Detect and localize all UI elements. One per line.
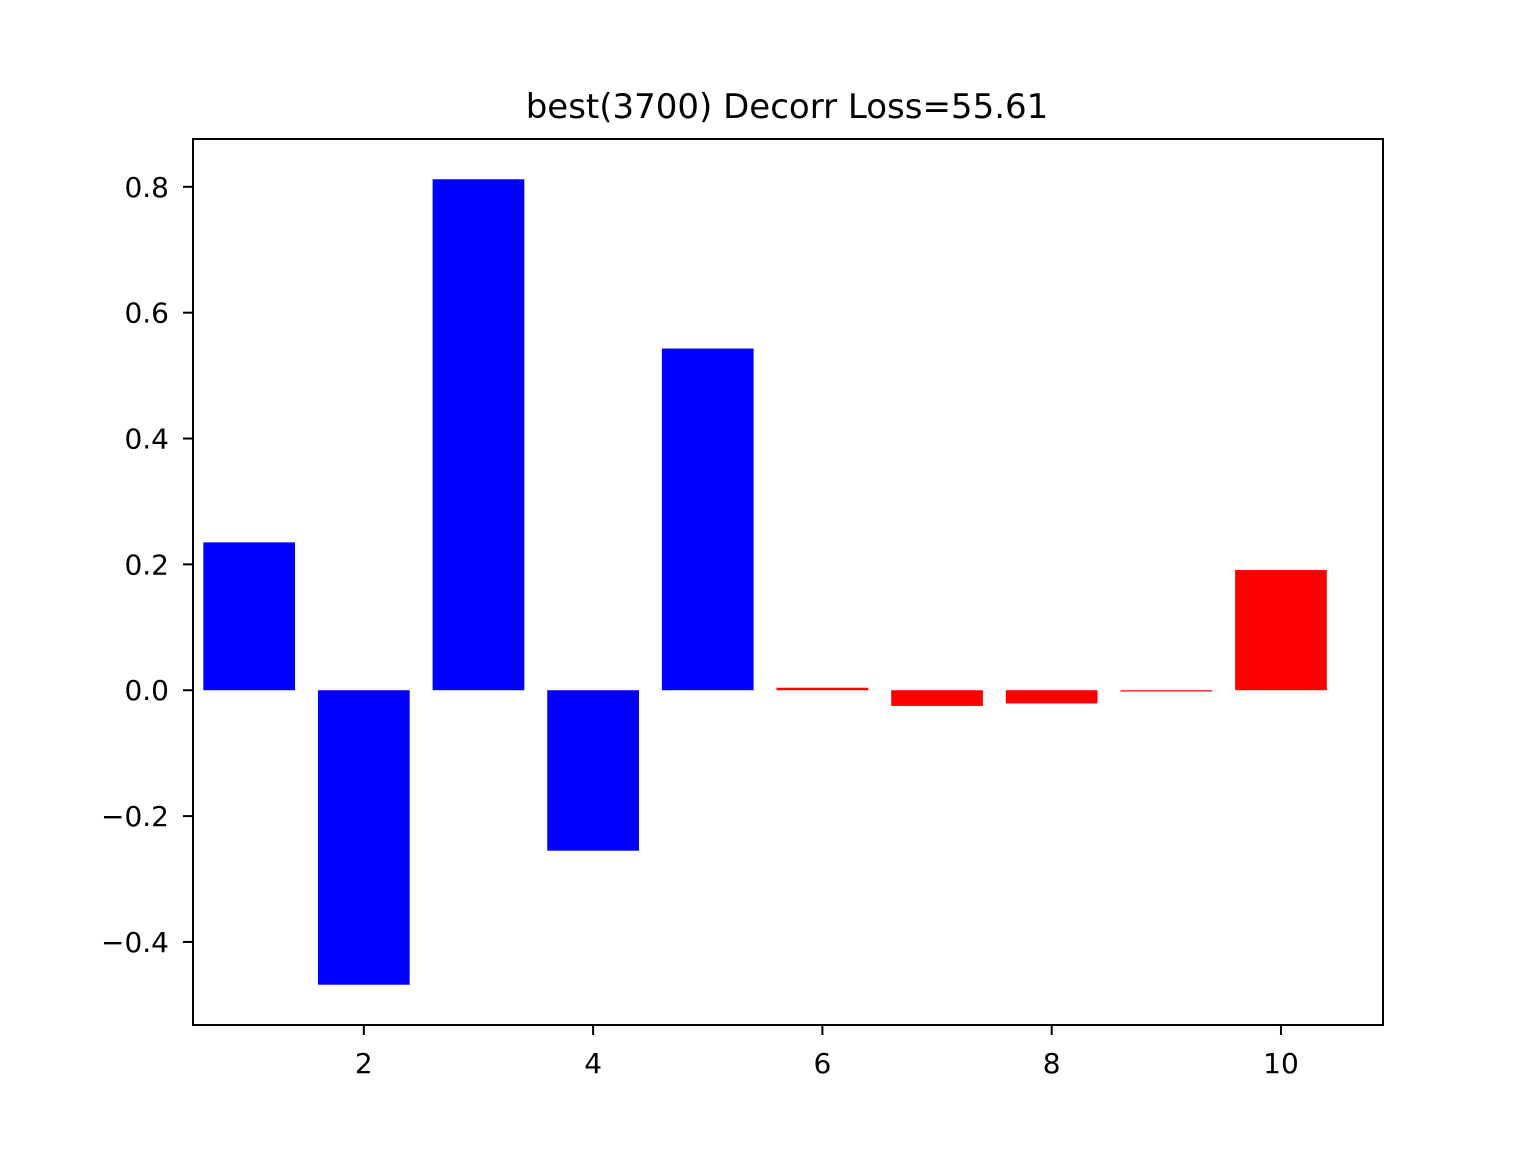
bars-layer [203, 179, 1327, 985]
bar-1 [203, 542, 296, 691]
x-tick-label: 10 [1263, 1047, 1299, 1080]
bar-3 [432, 179, 525, 691]
y-tick-label: 0.6 [124, 297, 169, 330]
bar-4 [547, 690, 639, 851]
y-tick-label: 0.4 [124, 423, 169, 456]
x-tick-label: 4 [584, 1047, 602, 1080]
x-tick-label: 8 [1043, 1047, 1061, 1080]
bar-5 [661, 348, 754, 691]
y-tick-label: 0.8 [124, 171, 169, 204]
y-tick-label: −0.4 [101, 926, 169, 959]
x-tick-label: 2 [355, 1047, 373, 1080]
ticks-layer: 2 4 6 8 10 −0.4 −0.2 0.0 0.2 0.4 0.6 0.8 [101, 171, 1299, 1080]
y-tick-label: 0.2 [124, 548, 169, 581]
bar-10 [1235, 570, 1327, 691]
y-tick-label: −0.2 [101, 800, 169, 833]
chart-title: best(3700) Decorr Loss=55.61 [526, 87, 1049, 127]
x-tick-label: 6 [813, 1047, 831, 1080]
bar-2 [317, 690, 410, 985]
bar-9 [1120, 690, 1213, 692]
bar-6 [776, 687, 869, 691]
y-tick-label: 0.0 [124, 674, 169, 707]
bar-7 [891, 690, 983, 706]
plot-area-frame [192, 138, 1384, 1026]
bar-8 [1005, 690, 1098, 704]
